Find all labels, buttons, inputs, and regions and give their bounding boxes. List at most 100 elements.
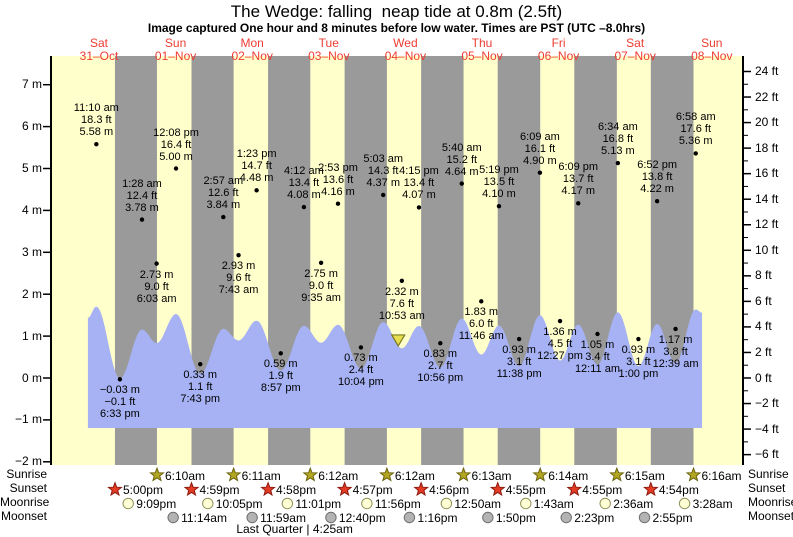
tide-point-dot (673, 326, 678, 332)
sunset-time: 4:56pm (429, 483, 470, 497)
moonrise-time: 11:01pm (295, 497, 342, 511)
sunrise-time: 6:12am (318, 468, 359, 483)
day-label: Mon 02–Nov (231, 36, 273, 63)
day-label: Tue 03–Nov (308, 36, 350, 63)
tide-annotation: 6:09 am 16.1 ft 4.90 m (520, 130, 560, 167)
sunrise-icon (225, 466, 242, 482)
tide-point-dot (693, 151, 698, 156)
tide-annotation: 5:19 pm 13.5 ft 4.10 m (479, 164, 519, 201)
y-axis-label-right: 6 ft (755, 293, 772, 308)
tide-annotation: 1.83 m 6.0 ft 11:46 am (458, 306, 504, 343)
sunset-time: 4:58pm (276, 483, 317, 497)
tide-point-dot (254, 188, 259, 193)
tide-annotation: 12:08 pm 16.4 ft 5.00 m (153, 126, 199, 163)
tide-point-dot (236, 253, 241, 258)
tide-point-dot (636, 336, 641, 342)
tide-annotation: 6:09 pm 13.7 ft 4.17 m (558, 161, 599, 198)
tide-point-dot (595, 331, 600, 337)
sunset-icon (260, 481, 276, 497)
tide-point-dot (278, 351, 283, 356)
tide-point-dot (459, 181, 464, 186)
tide-point-dot (537, 170, 543, 175)
tide-point-dot (301, 204, 307, 210)
sunset-icon (183, 481, 200, 497)
sunset-icon (643, 481, 659, 497)
moonrise-icon (281, 497, 294, 510)
tide-annotation: 6:34 am 16.8 ft 5.13 m (597, 121, 638, 158)
tide-point-dot (654, 198, 660, 204)
moonrise-icon (440, 497, 453, 510)
tide-curve (87, 306, 702, 428)
sunrise-time: 6:16am (701, 468, 742, 483)
tide-annotation: 2:57 am 12.6 ft 3.84 m (203, 175, 244, 212)
sunrise-icon (532, 466, 549, 482)
chart-subtitle: Image captured One hour and 8 minutes be… (147, 21, 646, 35)
tide-annotation: 1:28 am 12.4 ft 3.78 m (122, 177, 162, 214)
sunset-icon (413, 481, 429, 497)
sunset-time: 4:54pm (658, 483, 699, 497)
sunrise-time: 6:11am (241, 468, 281, 483)
moonrise-time: 3:28am (692, 497, 733, 511)
moonset-time: 1:50pm (495, 511, 536, 525)
y-axis-label-left: 6 m (21, 119, 42, 134)
y-axis-label-left: 3 m (21, 244, 42, 259)
sunset-time: 4:57pm (352, 483, 393, 497)
tide-point-dot (173, 166, 179, 171)
y-axis-label-left: 5 m (21, 161, 42, 175)
tide-annotation: 1:23 pm 14.7 ft 4.48 m (236, 148, 277, 185)
y-axis-label-right: 22 ft (755, 89, 779, 104)
day-label: Sat 31–Oct (79, 36, 119, 63)
tide-annotation: 4:12 am 13.4 ft 4.08 m (284, 165, 324, 202)
y-axis-label-right: 8 ft (755, 268, 772, 283)
tide-annotation: 0.73 m 2.4 ft 10:04 pm (337, 352, 384, 389)
tide-annotation: 2.75 m 9.0 ft 9:35 am (301, 267, 341, 304)
tide-point-dot (557, 318, 563, 324)
moonrise-time: 2:36am (613, 497, 654, 511)
tide-point-dot (399, 278, 405, 283)
moonrise-time: 11:56pm (374, 497, 421, 511)
tide-annotation: 4:15 pm 13.4 ft 4.07 m (399, 165, 439, 202)
moonset-icon (246, 511, 258, 524)
tide-point-dot (139, 217, 145, 222)
tide-point-dot (198, 361, 203, 367)
moonrise-row-label-right: Moonrise (748, 495, 793, 509)
tide-annotation: 11:10 am 18.3 ft 5.58 m (73, 102, 119, 139)
day-label: Wed 04–Nov (384, 36, 427, 63)
y-axis-label-right: −6 ft (755, 447, 779, 462)
sunrise-icon (685, 466, 702, 482)
tide-point-dot (438, 341, 443, 346)
moonrise-time: 10:05pm (215, 497, 263, 511)
sunrise-time: 6:13am (471, 468, 512, 483)
moonrise-time: 12:50am (454, 497, 502, 511)
moonset-icon (638, 511, 651, 524)
y-axis-label-left: 0 m (21, 370, 42, 385)
y-axis-label-right: −2 ft (755, 396, 779, 411)
moonset-row-label-left: Moonset (0, 509, 47, 523)
moonset-time: 2:23pm (574, 511, 615, 525)
y-axis-label-right: 18 ft (755, 140, 779, 155)
y-axis-label-right: 0 ft (755, 370, 772, 385)
y-axis-label-right: 10 ft (755, 242, 779, 257)
tide-point-dot (335, 201, 341, 206)
y-axis-label-right: 16 ft (755, 166, 779, 181)
capture-time-marker-icon (390, 334, 406, 348)
tide-point-dot (496, 204, 502, 209)
moonset-time: 11:59am (260, 511, 306, 525)
y-axis-label-left: 1 m (21, 328, 42, 343)
moonset-time: 1:16pm (417, 511, 458, 525)
sunrise-icon (302, 466, 319, 482)
y-axis-label-left: 4 m (21, 202, 42, 217)
moon-phase-label: Last Quarter | 4:25am (236, 522, 353, 536)
tide-annotation: 2.73 m 9.0 ft 6:03 am (136, 268, 177, 305)
tide-annotation: −0.03 m −0.1 ft 6:33 pm (99, 384, 140, 421)
sunset-time: 4:59pm (199, 483, 240, 497)
tide-annotation: 0.59 m 1.9 ft 8:57 pm (260, 358, 301, 395)
tide-point-dot (416, 205, 422, 210)
y-axis-label-right: 4 ft (755, 319, 772, 334)
tide-point-dot (221, 214, 226, 220)
tide-annotation: 0.93 m 3.1 ft 1:00 pm (618, 344, 659, 381)
tide-point-dot (154, 261, 159, 266)
tide-annotation: 1.17 m 3.8 ft 12:39 am (652, 333, 699, 370)
